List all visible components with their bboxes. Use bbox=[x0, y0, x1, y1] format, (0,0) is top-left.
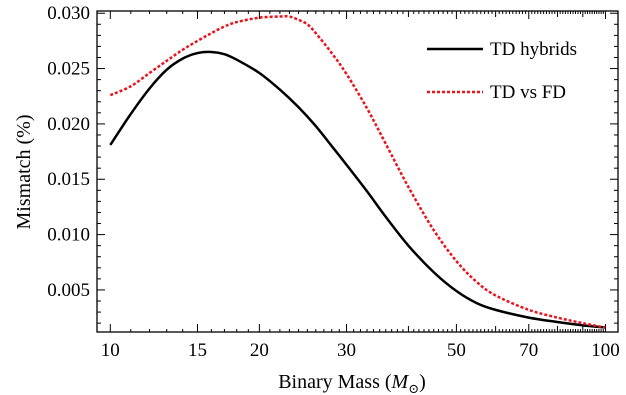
legend-label-td-hybrids: TD hybrids bbox=[490, 39, 577, 60]
x-tick-label-100: 100 bbox=[591, 340, 620, 361]
plot-frame bbox=[96, 10, 619, 333]
y-tick-label-0.030: 0.030 bbox=[47, 3, 90, 24]
y-axis-title: Mismatch (%) bbox=[13, 115, 35, 230]
y-tick-label-0.010: 0.010 bbox=[47, 225, 90, 246]
y-axis: 0.005 0.010 0.015 0.020 0.025 0.030 bbox=[47, 3, 618, 324]
x-axis-title: Binary Mass (M⊙) bbox=[278, 371, 426, 395]
y-tick-label-0.005: 0.005 bbox=[47, 280, 90, 301]
series-line-td-hybrids bbox=[109, 50, 606, 329]
legend-label-td-vs-fd: TD vs FD bbox=[490, 82, 566, 103]
series-line-td-vs-fd bbox=[109, 14, 606, 329]
plot-area bbox=[109, 14, 606, 329]
x-tick-label-20: 20 bbox=[250, 340, 269, 361]
y-tick-label-0.020: 0.020 bbox=[47, 114, 90, 135]
x-axis: 10 15 20 30 50 70 100 bbox=[101, 11, 620, 361]
x-tick-label-70: 70 bbox=[519, 340, 538, 361]
y-tick-label-0.015: 0.015 bbox=[47, 169, 90, 190]
x-tick-label-50: 50 bbox=[447, 340, 466, 361]
x-tick-label-15: 15 bbox=[188, 340, 207, 361]
x-tick-label-30: 30 bbox=[337, 340, 356, 361]
y-tick-label-0.025: 0.025 bbox=[47, 59, 90, 80]
legend: TD hybrids TD vs FD bbox=[427, 39, 577, 103]
x-tick-label-10: 10 bbox=[101, 340, 120, 361]
